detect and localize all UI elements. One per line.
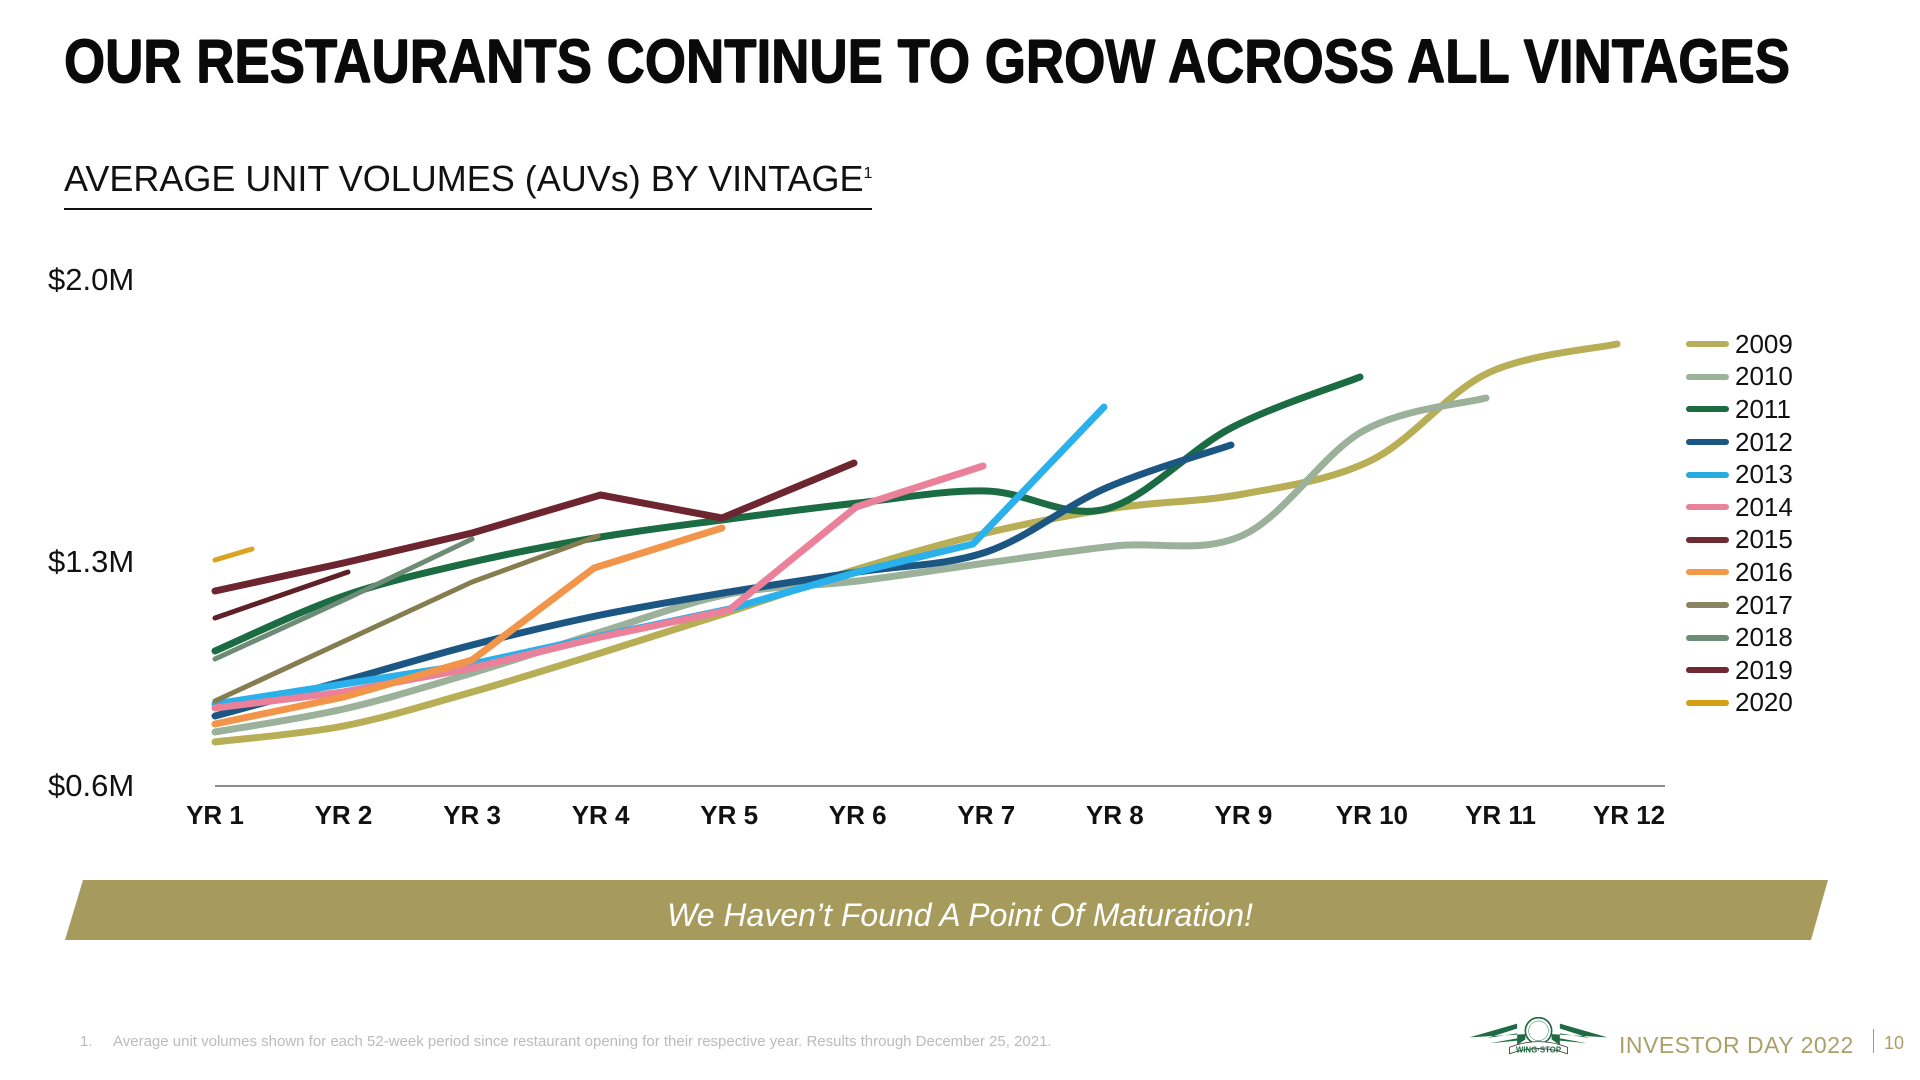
- svg-text:WING·STOP: WING·STOP: [1516, 1045, 1561, 1054]
